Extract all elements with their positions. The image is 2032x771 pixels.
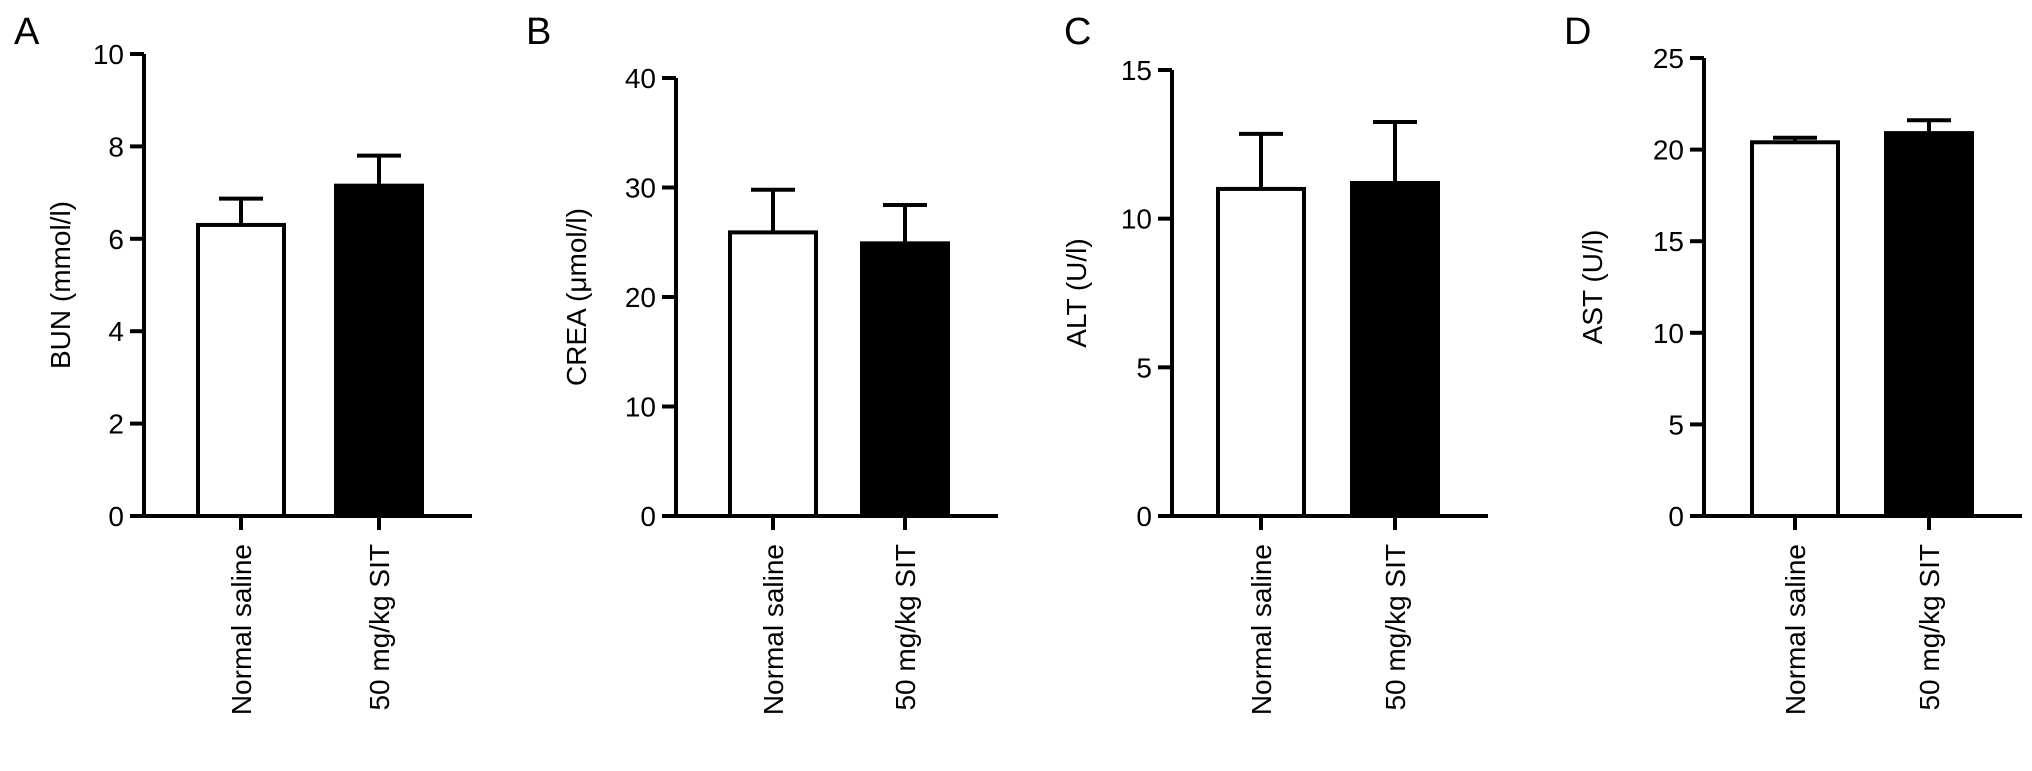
bar <box>1750 140 1840 518</box>
bar <box>728 230 818 519</box>
y-tick-label: 10 <box>1121 204 1152 235</box>
y-tick-label: 20 <box>625 282 656 313</box>
y-tick-label: 10 <box>93 39 124 70</box>
x-category-label: 50 mg/kg SIT <box>1914 544 1945 711</box>
y-tick-label: 5 <box>1136 352 1152 383</box>
y-tick-label: 0 <box>640 501 656 532</box>
x-category-label: Normal saline <box>226 544 257 715</box>
bar <box>860 241 950 518</box>
x-category-label: Normal saline <box>758 544 789 715</box>
y-tick-label: 6 <box>108 224 124 255</box>
y-tick-label: 15 <box>1121 55 1152 86</box>
y-tick-label: 4 <box>108 316 124 347</box>
y-axis-label: BUN (mmol/l) <box>45 201 76 369</box>
y-tick-label: 2 <box>108 409 124 440</box>
x-category-label: 50 mg/kg SIT <box>364 544 395 711</box>
y-tick-label: 10 <box>1653 318 1684 349</box>
y-tick-label: 0 <box>1136 501 1152 532</box>
bar <box>1216 186 1306 519</box>
panel-label: C <box>1064 11 1091 53</box>
y-tick-label: 20 <box>1653 135 1684 166</box>
y-tick-label: 30 <box>625 173 656 204</box>
bar <box>196 222 286 518</box>
bar <box>1884 131 1974 518</box>
x-category-label: 50 mg/kg SIT <box>1380 544 1411 711</box>
panel-label: B <box>526 11 551 53</box>
x-category-label: Normal saline <box>1780 544 1811 715</box>
y-tick-label: 25 <box>1653 43 1684 74</box>
bar <box>334 183 424 518</box>
y-tick-label: 0 <box>108 501 124 532</box>
x-category-label: 50 mg/kg SIT <box>890 544 921 711</box>
x-category-label: Normal saline <box>1246 544 1277 715</box>
y-tick-label: 0 <box>1668 501 1684 532</box>
y-axis-label: ALT (U/l) <box>1061 238 1092 347</box>
y-tick-label: 8 <box>108 131 124 162</box>
y-axis-label: CREA (μmol/l) <box>561 208 592 386</box>
panel-label: D <box>1564 11 1591 53</box>
y-axis-label: AST (U/l) <box>1577 230 1608 345</box>
y-tick-label: 5 <box>1668 409 1684 440</box>
y-tick-label: 10 <box>625 392 656 423</box>
y-tick-label: 40 <box>625 63 656 94</box>
panel-label: A <box>14 11 40 53</box>
y-tick-label: 15 <box>1653 226 1684 257</box>
bar <box>1350 180 1440 518</box>
